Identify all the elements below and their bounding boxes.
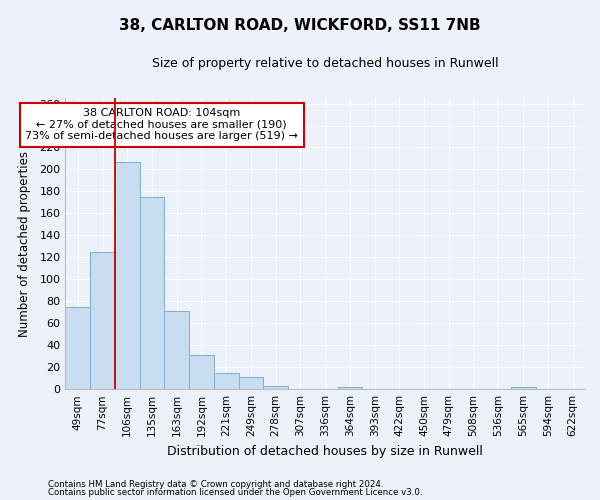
Bar	[115, 162, 140, 389]
Y-axis label: Number of detached properties: Number of detached properties	[18, 150, 31, 336]
Bar	[239, 377, 263, 389]
X-axis label: Distribution of detached houses by size in Runwell: Distribution of detached houses by size …	[167, 444, 483, 458]
Bar	[164, 311, 189, 389]
Text: Contains public sector information licensed under the Open Government Licence v3: Contains public sector information licen…	[48, 488, 422, 497]
Bar	[65, 307, 90, 389]
Bar	[189, 355, 214, 389]
Bar	[214, 372, 239, 389]
Bar	[90, 252, 115, 389]
Text: 38 CARLTON ROAD: 104sqm
← 27% of detached houses are smaller (190)
73% of semi-d: 38 CARLTON ROAD: 104sqm ← 27% of detache…	[25, 108, 298, 142]
Text: 38, CARLTON ROAD, WICKFORD, SS11 7NB: 38, CARLTON ROAD, WICKFORD, SS11 7NB	[119, 18, 481, 32]
Bar	[511, 387, 536, 389]
Bar	[263, 386, 288, 389]
Bar	[140, 197, 164, 389]
Title: Size of property relative to detached houses in Runwell: Size of property relative to detached ho…	[152, 58, 499, 70]
Bar	[338, 387, 362, 389]
Text: Contains HM Land Registry data © Crown copyright and database right 2024.: Contains HM Land Registry data © Crown c…	[48, 480, 383, 489]
